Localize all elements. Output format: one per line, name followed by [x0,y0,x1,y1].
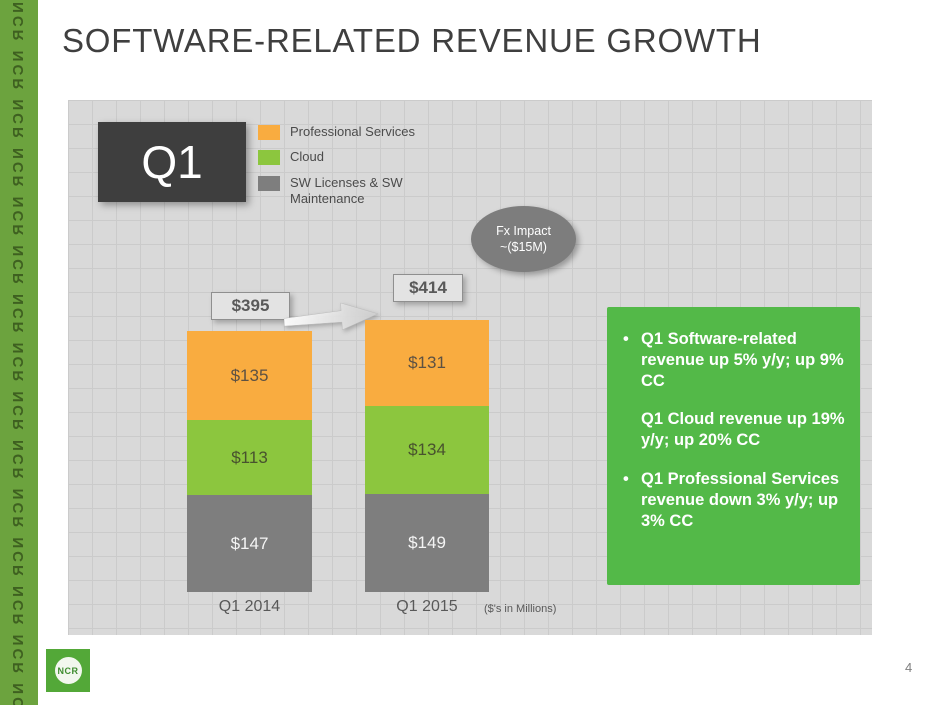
bar-segment-professional-services: $131 [365,320,489,406]
segment-value-label: $135 [230,365,269,385]
fx-impact-note: Fx Impact ~($15M) [471,206,576,272]
bar-q1-2014: $135 $113 $147 [187,331,312,592]
ncr-logo: NCR [46,649,90,692]
legend-label: Professional Services [290,124,415,139]
callout-item: • Q1 Professional Services revenue down … [623,469,846,532]
chart-legend: Professional Services Cloud SW Licenses … [258,124,440,216]
x-axis-label-q1-2015: Q1 2015 [396,598,458,615]
legend-label: SW Licenses & SW Maintenance [290,174,403,206]
bullet-marker: • [623,469,629,488]
bar-segment-professional-services: $135 [187,331,312,420]
bar-segment-sw-licenses: $147 [187,495,312,592]
page-number: 4 [905,660,913,675]
x-axis-label-q1-2014: Q1 2014 [218,598,281,615]
segment-value-label: $134 [408,440,446,459]
quarter-badge-label: Q1 [141,136,203,188]
chart-panel: Q1 Professional Services Cloud SW Licens… [68,100,872,635]
legend-item-sw-licenses: SW Licenses & SW Maintenance [258,175,440,208]
callout-item: Q1 Cloud revenue up 19% y/y; up 20% CC [623,409,846,451]
page-title: SOFTWARE-RELATED REVENUE GROWTH [62,22,762,59]
growth-arrow-icon [284,302,379,331]
ncr-logo-emblem: NCR [54,657,82,684]
segment-value-label: $147 [230,533,269,553]
bar-segment-cloud: $134 [365,406,489,494]
units-footnote: ($'s in Millions) [484,603,557,615]
legend-swatch-gray [258,175,280,191]
segment-value-label: $113 [231,447,268,467]
legend-item-professional-services: Professional Services [258,124,440,140]
bar-segment-cloud: $113 [187,420,312,495]
callout-text: Q1 Software-related revenue up 5% y/y; u… [641,330,844,391]
bar-segment-sw-licenses: $149 [365,494,489,592]
highlights-callout: • Q1 Software-related revenue up 5% y/y;… [607,307,860,585]
ncr-strip-text: NCR NCR NCR NCR NCR NCR NCR NCR NCR NCR … [0,0,38,705]
fx-impact-line2: ~($15M) [500,240,547,254]
legend-swatch-orange [258,125,280,140]
total-label-q1-2014: $395 [211,292,290,320]
ncr-side-strip: NCR NCR NCR NCR NCR NCR NCR NCR NCR NCR … [0,0,38,705]
quarter-badge: Q1 [98,122,246,202]
legend-swatch-green [258,150,280,166]
legend-item-cloud: Cloud [258,149,440,166]
fx-impact-line1: Fx Impact [496,223,551,238]
bullet-marker: • [623,330,629,348]
callout-item: • Q1 Software-related revenue up 5% y/y;… [623,329,846,392]
ncr-logo-text: NCR [57,665,79,676]
total-label-q1-2015: $414 [393,274,463,302]
legend-label: Cloud [290,149,324,165]
segment-value-label: $149 [408,533,446,552]
callout-text: Q1 Cloud revenue up 19% y/y; up 20% CC [641,410,845,450]
callout-text: Q1 Professional Services revenue down 3%… [641,469,840,530]
segment-value-label: $131 [408,353,446,372]
bullet-marker [623,409,641,451]
bar-q1-2015: $131 $134 $149 [365,320,489,592]
